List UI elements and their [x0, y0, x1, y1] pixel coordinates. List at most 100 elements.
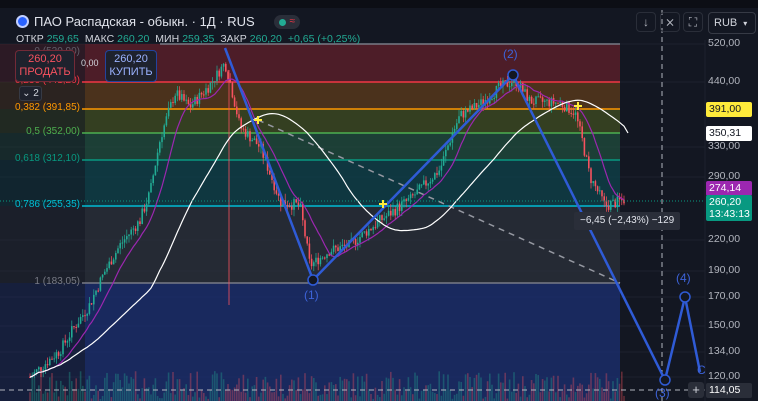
sell-button[interactable]: 260,20 ПРОДАТЬ [15, 50, 75, 82]
candle-body [601, 190, 603, 197]
candle-body [361, 232, 363, 238]
candle-body [53, 358, 55, 360]
volume-bar [302, 389, 304, 401]
volume-bar [330, 382, 333, 401]
candle-body [134, 228, 137, 231]
volume-bar [429, 383, 432, 401]
fib-level-label: 0,618 (312,10) [14, 153, 80, 164]
volume-bar [286, 395, 289, 401]
high-label: МАКС [84, 33, 115, 45]
candle-body [79, 316, 82, 324]
volume-bar [370, 393, 372, 401]
ma-white-price-label: 350,31 [706, 126, 752, 141]
candle-body [401, 201, 403, 211]
volume-bar [77, 388, 80, 401]
volume-bar [275, 378, 278, 401]
volume-bar [590, 372, 592, 401]
volume-bar [64, 386, 66, 401]
fib-zone-left [0, 206, 85, 283]
collapse-pane-button[interactable]: ⨯ [660, 12, 680, 32]
volume-bar [335, 384, 337, 401]
bar-countdown: 13:43:13 [709, 208, 750, 220]
scroll-to-realtime-button[interactable]: ↓ [636, 12, 656, 32]
candle-body [112, 259, 115, 265]
volume-bar [495, 393, 498, 401]
fib-level-label: 0,786 (255,35) [14, 199, 80, 210]
volume-bar [480, 377, 482, 401]
wave-label-2: (2) [503, 47, 518, 61]
candle-body [143, 208, 146, 212]
buy-button[interactable]: 260,20 КУПИТЬ [105, 50, 157, 82]
symbol-header[interactable]: ПАО Распадская - обыкн. · 1Д · RUS ≈ [16, 14, 301, 29]
crosshair-price-label: 114,05 [706, 383, 752, 398]
fib-anchor-marker [379, 200, 387, 208]
wave-point-marker [307, 274, 319, 286]
candle-body [40, 367, 42, 371]
fullscreen-icon: ⛶ [688, 15, 698, 29]
symbol-logo [16, 15, 29, 28]
volume-bar [145, 387, 148, 401]
candle-body [172, 102, 174, 104]
candle-body [577, 112, 579, 122]
volume-bar [134, 371, 137, 401]
volume-bar [423, 390, 425, 401]
candle-body [354, 239, 357, 245]
candle-body [174, 95, 176, 104]
candle-body [337, 247, 339, 252]
status-indicators[interactable]: ≈ [273, 14, 301, 29]
candle-body [550, 97, 553, 107]
candle-body [588, 156, 590, 169]
candle-body [253, 138, 256, 141]
candle-body [154, 165, 157, 176]
volume-bar [614, 391, 616, 401]
candle-body [165, 116, 168, 126]
volume-bar [196, 371, 198, 401]
fib-zone-left [0, 160, 85, 206]
sell-label: ПРОДАТЬ [19, 66, 71, 78]
volume-bar [504, 372, 506, 401]
volume-bar [152, 384, 154, 401]
candle-body [407, 198, 410, 201]
candle-body [284, 199, 286, 205]
volume-bar [524, 385, 526, 401]
candle-body [49, 358, 51, 366]
candle-body [596, 186, 599, 192]
add-plus-button[interactable]: + [688, 382, 704, 398]
volume-bar [33, 377, 36, 401]
candle-body [429, 181, 432, 184]
volume-bar [359, 396, 361, 401]
compress-icon: ⨯ [664, 15, 676, 29]
candle-body [616, 196, 619, 208]
candle-body [541, 97, 544, 102]
candle-body [104, 271, 106, 275]
currency-select[interactable]: RUB ▾ [708, 12, 756, 34]
candle-body [286, 204, 289, 207]
candle-body [453, 128, 456, 134]
candle-body [370, 228, 372, 231]
candle-body [297, 202, 300, 206]
candle-body [572, 113, 575, 115]
volume-bar [176, 379, 179, 401]
candle-body [242, 128, 245, 130]
candle-body [544, 100, 546, 102]
candle-body [500, 83, 502, 87]
indicators-collapse-button[interactable]: ⌄ 2 [19, 86, 42, 101]
candle-body [139, 221, 141, 225]
candle-body [530, 96, 533, 104]
volume-bar [225, 389, 227, 401]
volume-bar [178, 379, 181, 401]
volume-bar [352, 373, 355, 401]
volume-bar [409, 387, 412, 401]
volume-bar [57, 396, 60, 401]
sell-price: 260,20 [28, 53, 62, 65]
volume-bar [280, 374, 282, 401]
candle-body [537, 96, 539, 98]
window-top-bar [0, 0, 758, 8]
volume-bar [508, 379, 511, 401]
volume-bar [403, 387, 405, 401]
fullscreen-button[interactable]: ⛶ [683, 12, 703, 32]
volume-bar [220, 372, 223, 401]
candle-body [471, 105, 473, 109]
candle-body [95, 290, 97, 295]
volume-bar [238, 378, 240, 401]
